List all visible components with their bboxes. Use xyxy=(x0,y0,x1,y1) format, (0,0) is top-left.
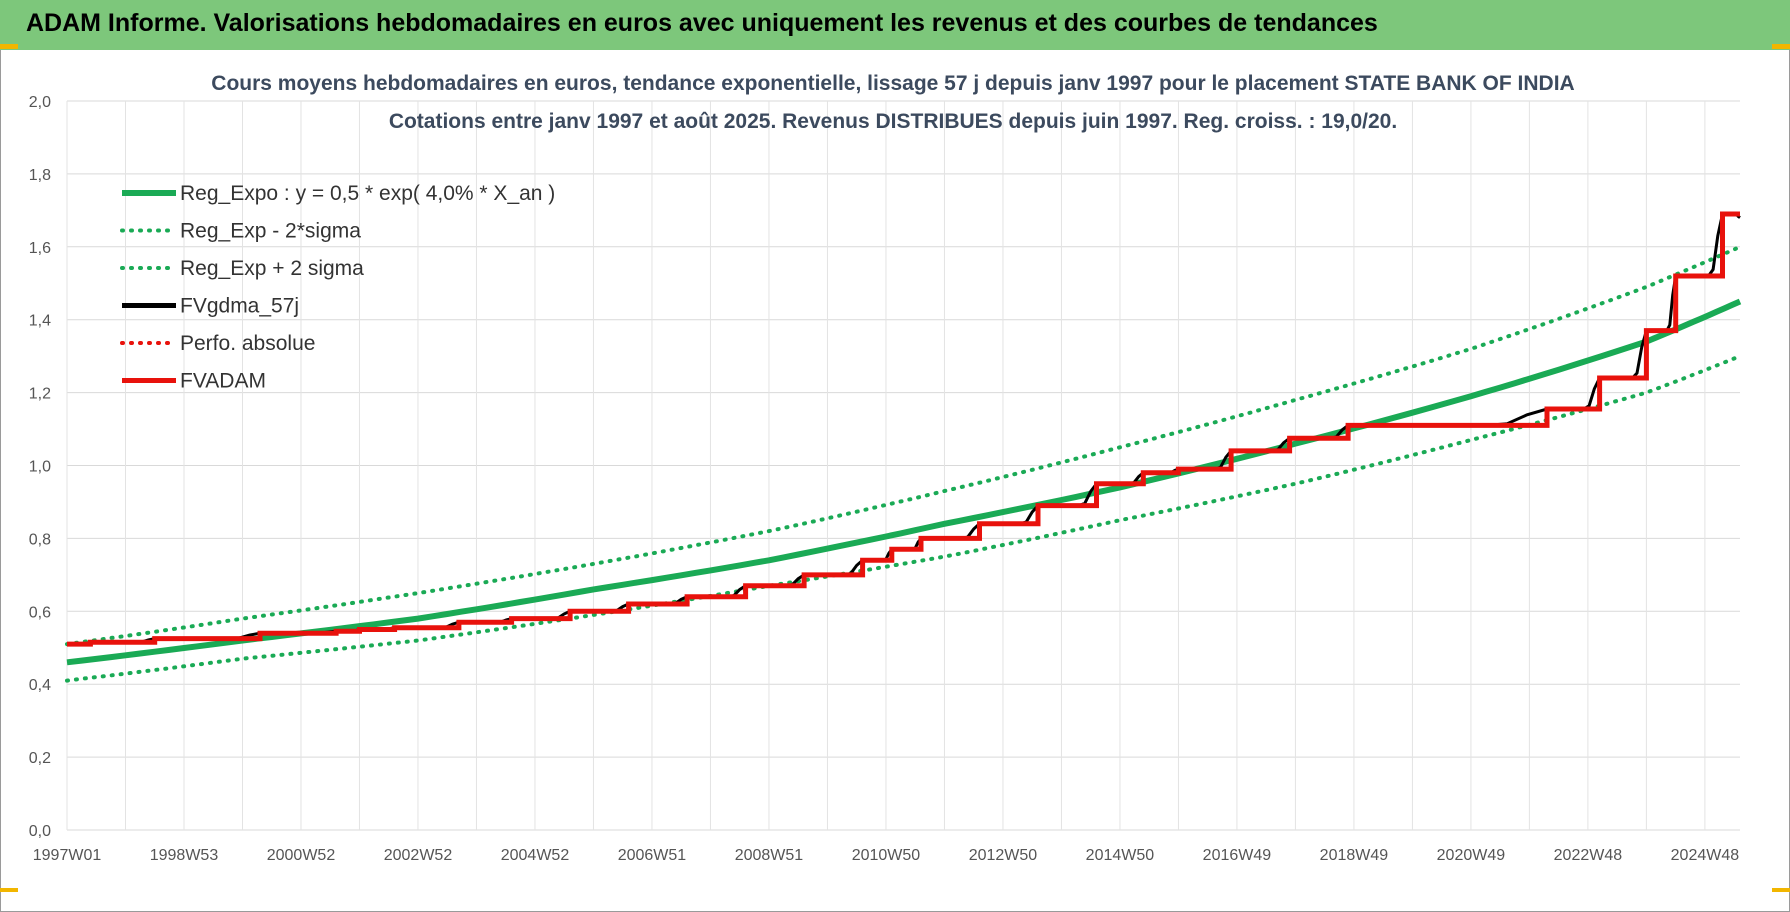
x-tick-label: 2024W48 xyxy=(1671,847,1740,864)
y-tick-label: 0,0 xyxy=(29,823,51,840)
series-reg-exp-plus-2-sigma xyxy=(65,244,1742,647)
corner-mark-bottom-right xyxy=(1772,888,1790,892)
corner-mark-top-right xyxy=(1772,44,1790,49)
chart-title-line-2: Cotations entre janv 1997 et août 2025. … xyxy=(389,110,1397,133)
legend: Reg_Expo : y = 0,5 * exp( 4,0% * X_an ) R… xyxy=(120,182,555,393)
x-tick-label: 2022W48 xyxy=(1554,847,1623,864)
x-tick-label: 2002W52 xyxy=(384,847,453,864)
legend-label: Reg_Exp - 2*sigma xyxy=(180,220,361,243)
x-tick-label: 2000W52 xyxy=(267,847,336,864)
legend-label: Reg_Exp + 2 sigma xyxy=(180,257,364,280)
y-tick-label: 1,4 xyxy=(29,313,51,330)
y-tick-label: 1,0 xyxy=(29,459,51,476)
y-tick-label: 1,2 xyxy=(29,386,51,403)
x-tick-label: 2020W49 xyxy=(1437,847,1506,864)
x-tick-label: 2010W50 xyxy=(852,847,921,864)
x-tick-label: 2006W51 xyxy=(618,847,687,864)
report-banner: ADAM Informe. Valorisations hebdomadaire… xyxy=(0,0,1790,50)
x-tick-label: 2018W49 xyxy=(1320,847,1389,864)
y-tick-label: 2,0 xyxy=(29,94,51,111)
grid-layer xyxy=(66,100,1740,831)
corner-mark-bottom-left xyxy=(0,888,18,892)
axis-layer: 0,0 0,2 0,4 0,6 0,8 1,0 1,2 1,4 1,6 1,8 2,0 1997W01… xyxy=(29,94,1739,864)
y-tick-label: 0,2 xyxy=(29,750,51,767)
x-tick-label: 2004W52 xyxy=(501,847,570,864)
legend-label: Perfo. absolue xyxy=(180,332,315,355)
x-tick-label: 2016W49 xyxy=(1203,847,1272,864)
series-layer xyxy=(65,211,1742,683)
x-tick-label: 1997W01 xyxy=(33,847,102,864)
y-tick-label: 1,6 xyxy=(29,240,51,257)
series-fvadam xyxy=(67,211,1740,647)
chart-title-line-1: Cours moyens hebdomadaires en euros, ten… xyxy=(211,72,1574,95)
x-tick-label: 2014W50 xyxy=(1086,847,1155,864)
legend-label: Reg_Expo : y = 0,5 * exp( 4,0% * X_an ) xyxy=(180,182,555,205)
x-tick-label: 2012W50 xyxy=(969,847,1038,864)
series-reg-expo xyxy=(66,298,1742,666)
y-tick-label: 0,6 xyxy=(29,604,51,621)
report-title: ADAM Informe. Valorisations hebdomadaire… xyxy=(26,9,1378,37)
legend-label: FVgdma_57j xyxy=(180,295,299,318)
y-tick-label: 0,8 xyxy=(29,531,51,548)
y-tick-label: 1,8 xyxy=(29,167,51,184)
legend-label: FVADAM xyxy=(180,370,266,393)
corner-mark-top-left xyxy=(0,44,18,49)
x-tick-label: 1998W53 xyxy=(150,847,219,864)
x-tick-label: 2008W51 xyxy=(735,847,804,864)
y-tick-label: 0,4 xyxy=(29,677,51,694)
